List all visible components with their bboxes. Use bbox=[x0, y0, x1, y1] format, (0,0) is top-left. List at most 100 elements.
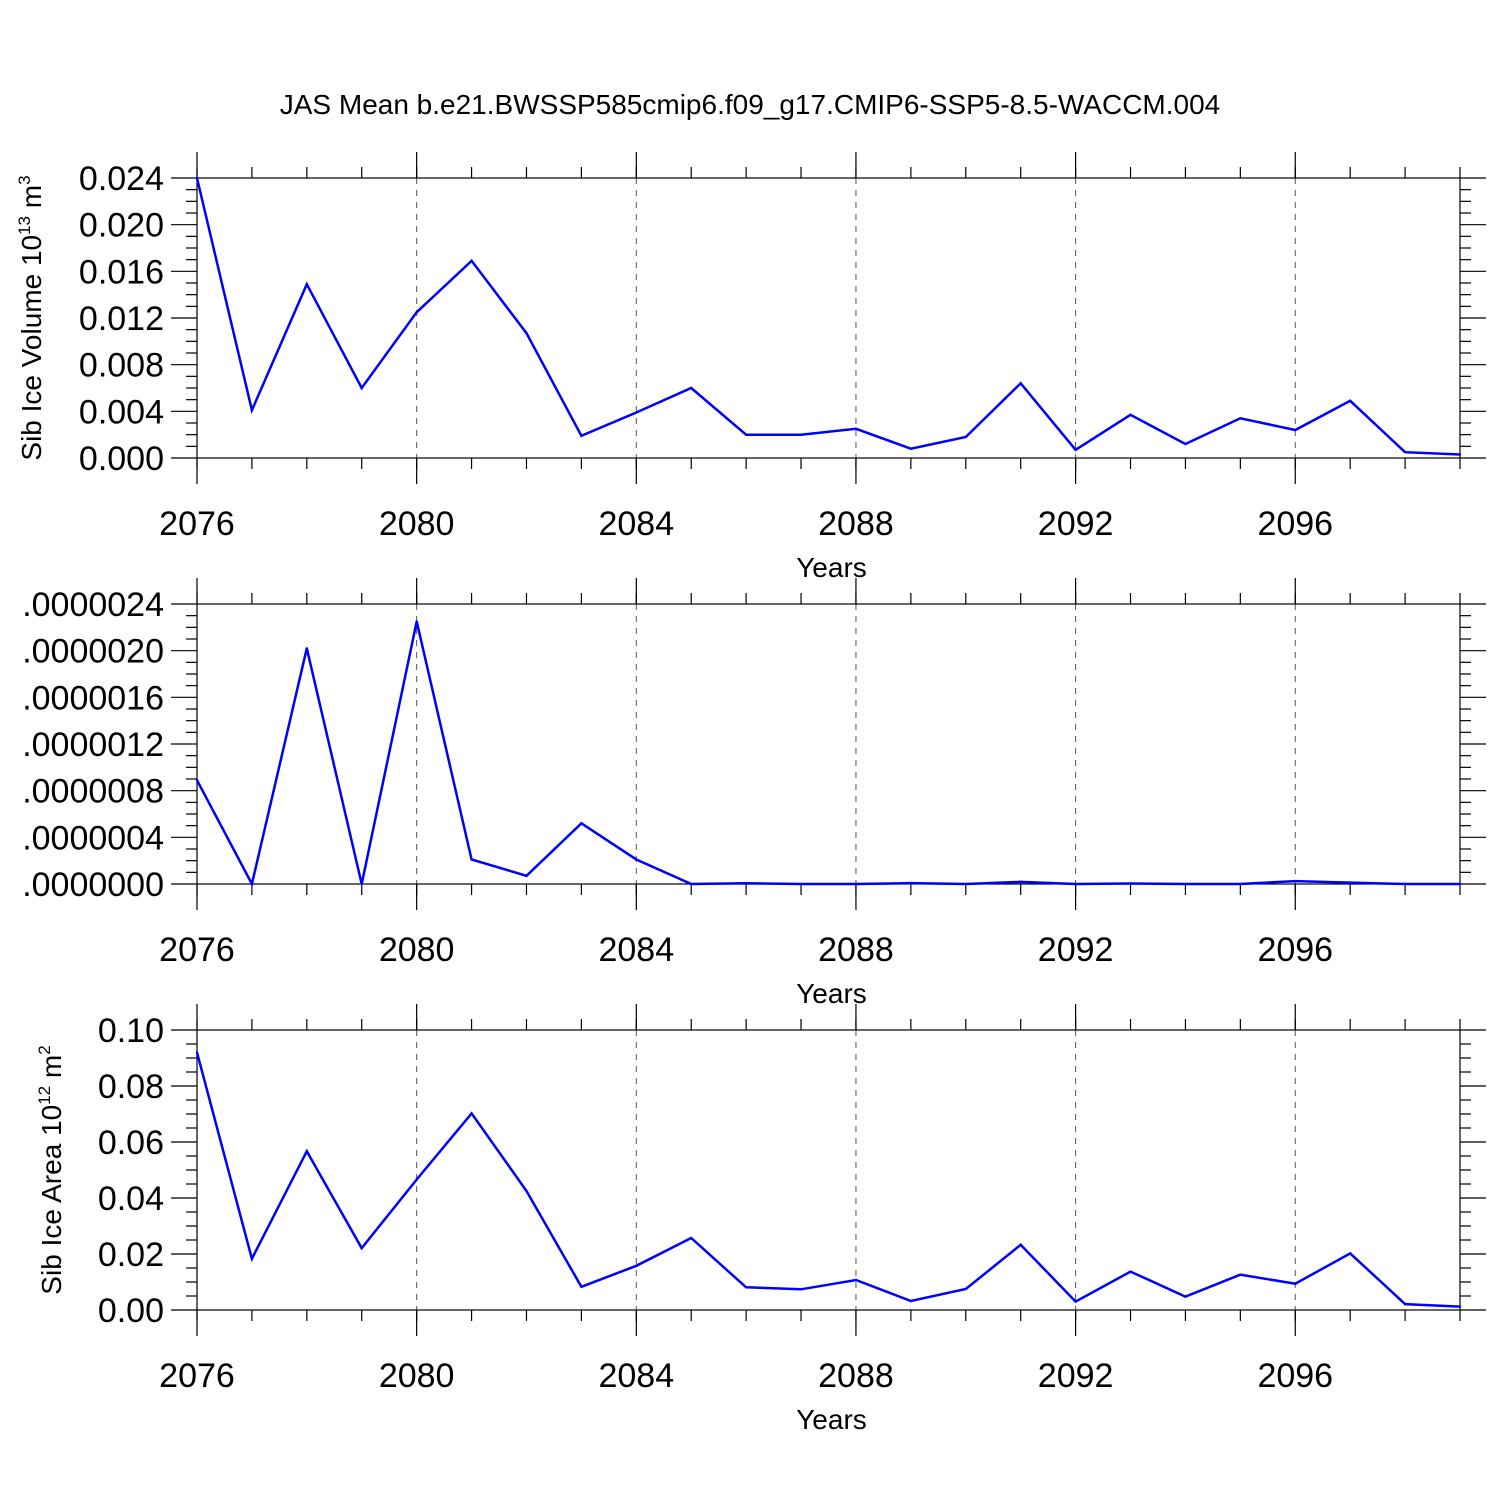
y-tick-label: .0000024 bbox=[22, 586, 164, 624]
data-point bbox=[1294, 879, 1297, 883]
data-point bbox=[1403, 882, 1407, 886]
x-tick-label: 2080 bbox=[379, 931, 455, 969]
data-point bbox=[909, 881, 913, 885]
x-tick-label: 2084 bbox=[598, 1357, 674, 1395]
data-point bbox=[305, 282, 309, 286]
data-point bbox=[1458, 882, 1462, 886]
data-point bbox=[1129, 882, 1132, 885]
data-point bbox=[360, 882, 363, 886]
x-tick-label: 2096 bbox=[1257, 505, 1333, 543]
data-point bbox=[799, 882, 803, 886]
data-point bbox=[470, 1112, 473, 1115]
y-axis-label: Sib Ice Area 1012 m2 bbox=[35, 1045, 67, 1294]
data-point bbox=[690, 386, 693, 390]
data-point bbox=[525, 874, 528, 878]
data-point bbox=[415, 1178, 418, 1181]
data-point bbox=[635, 858, 638, 861]
y-tick-label: 0.08 bbox=[98, 1068, 164, 1106]
data-point bbox=[195, 778, 199, 782]
data-point bbox=[1458, 1305, 1462, 1308]
data-point bbox=[580, 1285, 583, 1288]
data-point bbox=[1074, 1300, 1077, 1303]
data-point bbox=[525, 1189, 528, 1193]
data-point bbox=[415, 310, 418, 314]
y-tick-label: .0000008 bbox=[22, 773, 164, 811]
series-line bbox=[195, 621, 1460, 888]
data-point bbox=[1458, 453, 1462, 456]
data-point bbox=[1239, 882, 1242, 886]
data-point bbox=[1348, 1252, 1352, 1255]
y-tick-label: 0.008 bbox=[79, 347, 164, 385]
data-point bbox=[250, 882, 254, 886]
x-tick-label: 2076 bbox=[159, 931, 235, 969]
x-axis-label: Years bbox=[796, 552, 867, 583]
x-tick-label: 2076 bbox=[159, 1357, 235, 1395]
y-tick-label: 0.012 bbox=[79, 300, 164, 338]
data-point bbox=[1074, 448, 1077, 452]
x-tick-label: 2080 bbox=[379, 505, 455, 543]
data-point bbox=[1348, 399, 1352, 403]
data-point bbox=[854, 427, 858, 431]
data-point bbox=[635, 411, 638, 414]
data-point bbox=[909, 1299, 913, 1303]
x-tick-label: 2084 bbox=[598, 505, 674, 543]
panels: 2076 2080 2084 2088 2092 2096 0.000 0.004 0.008 0… bbox=[15, 152, 1486, 1435]
data-point bbox=[1129, 1270, 1132, 1273]
data-point bbox=[854, 1278, 858, 1282]
data-point bbox=[909, 447, 913, 450]
y-tick-label: .0000000 bbox=[22, 866, 164, 904]
data-point bbox=[1294, 428, 1297, 432]
x-axis-label: Years bbox=[796, 978, 867, 1009]
x-tick-label: 2092 bbox=[1038, 1357, 1114, 1395]
data-point bbox=[1348, 881, 1352, 884]
x-tick-label: 2096 bbox=[1257, 931, 1333, 969]
data-point bbox=[744, 1286, 748, 1289]
data-point bbox=[470, 259, 473, 263]
y-axis-label: Sib Ice Volume 1013 m3 bbox=[15, 175, 47, 460]
data-point bbox=[744, 882, 748, 885]
x-tick-label: 2088 bbox=[818, 505, 894, 543]
series-line bbox=[195, 177, 1461, 456]
data-point bbox=[1184, 882, 1187, 886]
x-tick-label: 2092 bbox=[1038, 505, 1114, 543]
data-point bbox=[525, 331, 528, 335]
data-point bbox=[580, 434, 583, 438]
data-point bbox=[305, 1150, 309, 1153]
plot-frame bbox=[196, 1029, 1461, 1311]
x-tick-label: 2076 bbox=[159, 505, 235, 543]
data-point bbox=[1184, 442, 1187, 446]
data-point bbox=[690, 882, 693, 886]
data-point bbox=[360, 1246, 363, 1250]
y-tick-label: 0.06 bbox=[98, 1124, 164, 1162]
data-point bbox=[964, 435, 967, 439]
data-point bbox=[195, 176, 199, 180]
data-point bbox=[195, 1051, 199, 1054]
data-point bbox=[415, 620, 418, 623]
data-point bbox=[744, 433, 748, 436]
y-tick-label: 0.024 bbox=[79, 160, 164, 198]
y-tick-label: 0.04 bbox=[98, 1180, 164, 1218]
data-point bbox=[1294, 1282, 1297, 1285]
data-point bbox=[470, 858, 473, 861]
y-tick-label: 0.02 bbox=[98, 1236, 164, 1274]
x-tick-label: 2084 bbox=[598, 931, 674, 969]
x-tick-label: 2092 bbox=[1038, 931, 1114, 969]
chart-panel-2: 2076 2080 2084 2088 2092 2096 .0000000 .0000004… bbox=[22, 578, 1486, 1009]
x-tick-label: 2096 bbox=[1257, 1357, 1333, 1395]
data-point bbox=[580, 822, 583, 825]
data-point bbox=[1239, 417, 1242, 420]
data-point bbox=[250, 1257, 254, 1260]
chart-panel-3: 2076 2080 2084 2088 2092 2096 0.00 0.02 0.04 0.06… bbox=[35, 1004, 1486, 1435]
y-tick-label: .0000012 bbox=[22, 726, 164, 764]
data-point bbox=[964, 1287, 967, 1291]
x-tick-label: 2080 bbox=[379, 1357, 455, 1395]
data-point bbox=[1019, 880, 1022, 884]
data-point bbox=[964, 882, 967, 886]
chart-title: JAS Mean b.e21.BWSSP585cmip6.f09_g17.CMI… bbox=[280, 89, 1221, 120]
data-point bbox=[799, 1288, 803, 1291]
x-tick-label: 2088 bbox=[818, 1357, 894, 1395]
data-point bbox=[250, 408, 254, 412]
x-axis-label: Years bbox=[796, 1404, 867, 1435]
y-tick-label: 0.10 bbox=[98, 1012, 164, 1050]
